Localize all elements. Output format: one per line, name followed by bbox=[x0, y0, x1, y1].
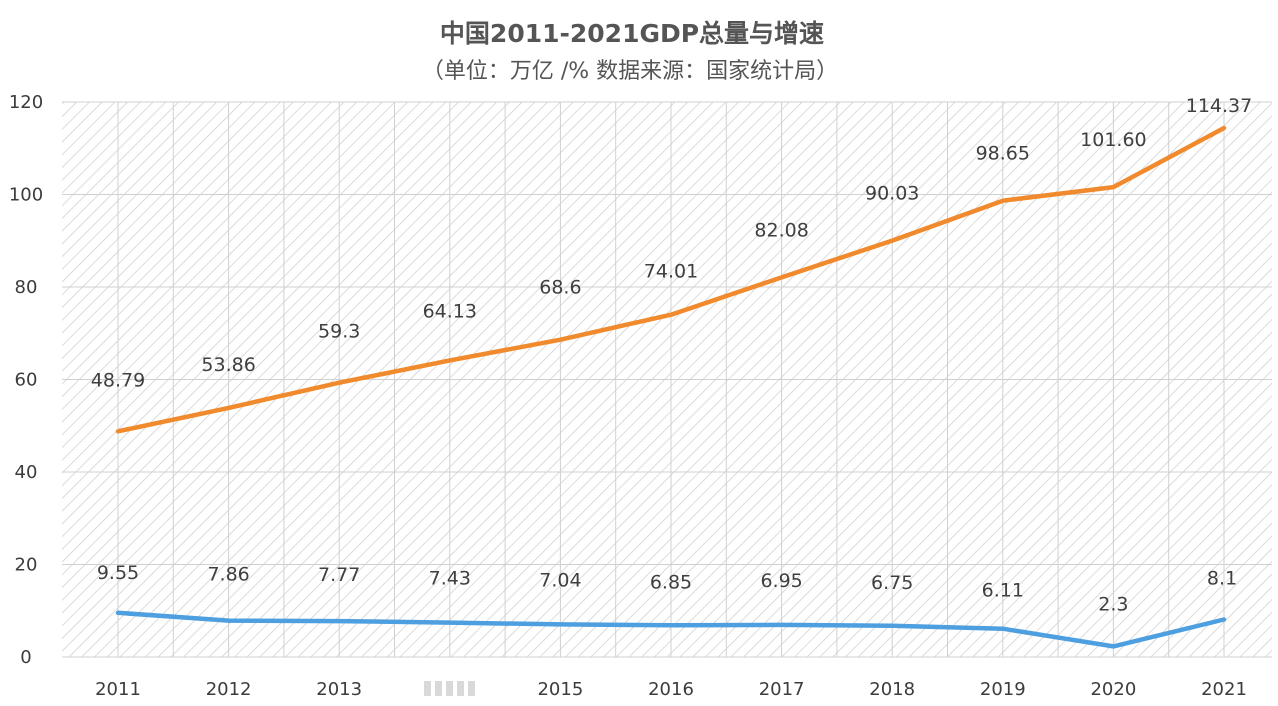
data-label: 6.95 bbox=[760, 570, 802, 592]
y-tick-label: 0 bbox=[20, 647, 31, 668]
data-label: 53.86 bbox=[201, 354, 255, 376]
data-label: 98.65 bbox=[976, 143, 1030, 165]
y-tick-label: 80 bbox=[15, 277, 38, 298]
data-label: 6.85 bbox=[650, 571, 692, 593]
grid-lines bbox=[62, 101, 1272, 658]
x-tick-label: 2019 bbox=[980, 679, 1026, 700]
data-label: 8.1 bbox=[1207, 568, 1237, 590]
data-label: 90.03 bbox=[865, 183, 919, 205]
x-tick-label: 2021 bbox=[1201, 679, 1247, 700]
data-label: 7.86 bbox=[207, 564, 249, 586]
data-label: 59.3 bbox=[318, 321, 360, 343]
x-tick-label: 2017 bbox=[759, 679, 805, 700]
data-label: 82.08 bbox=[754, 219, 808, 241]
data-label: 74.01 bbox=[644, 261, 698, 283]
x-tick-label: 2012 bbox=[206, 679, 252, 700]
data-label: 7.43 bbox=[429, 568, 471, 590]
data-labels: 48.79 53.86 59.3 64.13 68.6 74.01 82.08 90.03 98… bbox=[91, 95, 1252, 615]
data-label: 68.6 bbox=[539, 277, 581, 299]
series-line-1 bbox=[115, 125, 1227, 434]
series-line-2 bbox=[115, 610, 1227, 649]
y-tick-label: 20 bbox=[15, 555, 38, 576]
x-tick-label: 2013 bbox=[316, 679, 362, 700]
obscured-tick-label bbox=[424, 681, 475, 696]
data-label: 64.13 bbox=[423, 300, 477, 322]
x-tick-label: 2011 bbox=[95, 679, 141, 700]
x-tick-label: 2015 bbox=[537, 679, 583, 700]
data-label: 9.55 bbox=[97, 562, 139, 584]
y-axis: 0 20 40 60 80 100 120 bbox=[9, 92, 43, 668]
data-label: 7.04 bbox=[539, 569, 581, 591]
data-label: 2.3 bbox=[1098, 593, 1128, 615]
data-label: 6.75 bbox=[871, 572, 913, 594]
x-tick-label: 2020 bbox=[1090, 679, 1136, 700]
y-tick-label: 60 bbox=[15, 370, 38, 391]
data-label: 6.11 bbox=[982, 580, 1024, 602]
y-tick-label: 100 bbox=[9, 185, 43, 206]
x-axis: 2011 2012 2013 2015 2016 2017 2018 2019 2020 2021 bbox=[95, 679, 1247, 700]
x-tick-label: 2016 bbox=[648, 679, 694, 700]
series-lines bbox=[115, 125, 1227, 649]
x-tick-label: 2018 bbox=[869, 679, 915, 700]
chart-title: 中国2011-2021GDP总量与增速 bbox=[440, 19, 824, 48]
data-label: 7.77 bbox=[318, 564, 360, 586]
chart-subtitle: （单位：万亿 /% 数据来源：国家统计局） bbox=[422, 59, 838, 84]
data-label: 114.37 bbox=[1186, 95, 1252, 117]
data-label: 101.60 bbox=[1080, 129, 1146, 151]
y-tick-label: 40 bbox=[15, 462, 38, 483]
data-label: 48.79 bbox=[91, 369, 145, 391]
y-tick-label: 120 bbox=[9, 92, 43, 113]
